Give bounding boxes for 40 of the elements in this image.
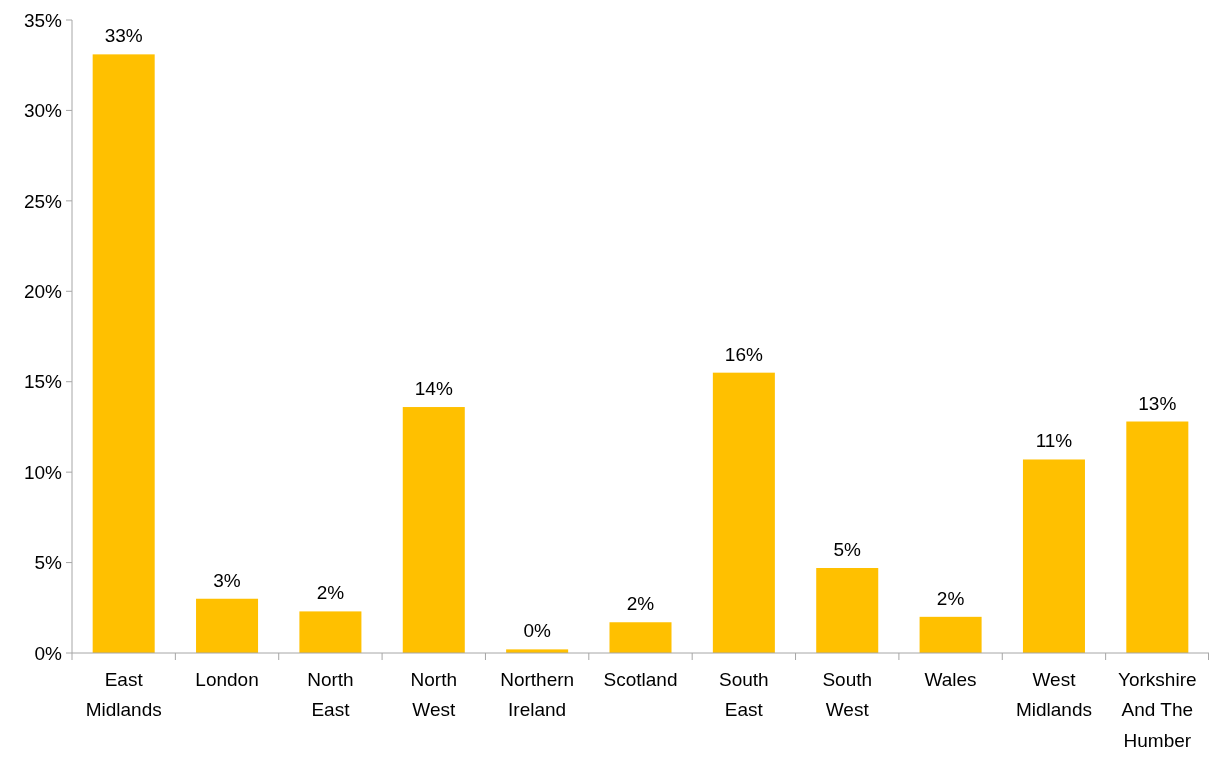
x-tick-label: Yorkshire And The Humber [1118, 669, 1197, 751]
data-label: 14% [414, 378, 453, 400]
x-tick-label: Wales [924, 669, 977, 690]
bar [1022, 459, 1085, 653]
data-label: 0% [523, 620, 551, 642]
bar [609, 622, 672, 653]
bar [919, 616, 982, 653]
y-tick-label: 5% [34, 552, 63, 574]
bar [299, 611, 362, 653]
data-label: 13% [1138, 392, 1177, 414]
x-tick-label: Northern Ireland [500, 669, 575, 721]
y-tick-label: 15% [23, 371, 63, 393]
x-tick-label: North East [307, 669, 354, 721]
bar [92, 54, 155, 653]
x-tick-label: West Midlands [1015, 669, 1092, 721]
y-tick-label: 25% [23, 190, 63, 212]
y-tick-label: 0% [34, 642, 63, 664]
data-label: 5% [833, 539, 862, 560]
x-tick-label: London [195, 669, 259, 690]
bar [196, 598, 259, 653]
x-tick-label: East Midlands [85, 669, 162, 721]
x-tick-label: South West [822, 669, 873, 721]
y-tick-label: 20% [23, 280, 63, 302]
x-tick-label: Scotland [603, 669, 678, 690]
y-tick-label: 35% [23, 9, 63, 31]
data-label: 3% [213, 569, 241, 591]
x-tick-label: North West [410, 669, 458, 721]
data-label: 11% [1035, 430, 1073, 452]
bar [402, 407, 465, 653]
data-label: 16% [724, 343, 763, 365]
data-label: 2% [936, 587, 965, 609]
y-tick-label: 10% [23, 461, 63, 483]
data-label: 2% [626, 593, 655, 615]
data-label: 2% [316, 582, 345, 604]
bar [816, 568, 879, 653]
x-tick-label: South East [719, 669, 769, 721]
y-tick-label: 30% [23, 100, 63, 122]
bar [712, 372, 775, 653]
data-label: 33% [104, 25, 143, 47]
bar [1126, 421, 1189, 653]
